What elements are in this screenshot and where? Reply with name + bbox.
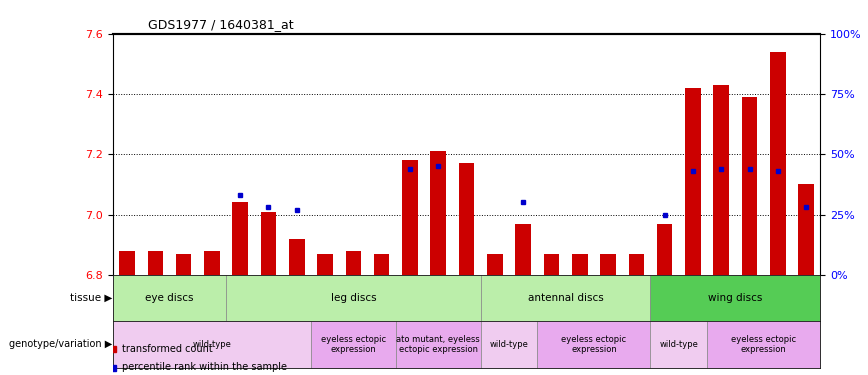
Bar	[345, 251, 361, 275]
Text: tissue ▶: tissue ▶	[70, 293, 112, 303]
Bar	[685, 88, 700, 275]
Bar	[402, 160, 418, 275]
Text: leg discs: leg discs	[331, 293, 376, 303]
Bar	[226, 275, 481, 321]
Bar	[431, 151, 446, 275]
Bar	[650, 275, 820, 321]
Bar	[707, 321, 820, 368]
Bar	[543, 254, 559, 275]
Bar	[148, 251, 163, 275]
Text: transformed count: transformed count	[122, 344, 213, 354]
Bar	[628, 254, 644, 275]
Bar	[113, 321, 311, 368]
Bar	[113, 275, 226, 321]
Bar	[289, 238, 305, 275]
Text: ato mutant, eyeless
ectopic expression: ato mutant, eyeless ectopic expression	[397, 334, 480, 354]
Text: genotype/variation ▶: genotype/variation ▶	[9, 339, 112, 350]
Bar	[396, 321, 481, 368]
Bar	[318, 254, 332, 275]
Text: antennal discs: antennal discs	[528, 293, 603, 303]
Bar	[260, 211, 276, 275]
Bar	[487, 254, 503, 275]
Bar	[481, 321, 537, 368]
Bar	[770, 52, 786, 275]
Bar	[572, 254, 588, 275]
Text: wild-type: wild-type	[193, 340, 231, 349]
Text: eyeless ectopic
expression: eyeless ectopic expression	[562, 334, 627, 354]
Text: wing discs: wing discs	[708, 293, 763, 303]
Bar	[537, 321, 650, 368]
Bar	[481, 275, 650, 321]
Text: GDS1977 / 1640381_at: GDS1977 / 1640381_at	[148, 18, 294, 31]
Text: eye discs: eye discs	[145, 293, 194, 303]
Bar	[650, 321, 707, 368]
Bar	[311, 321, 396, 368]
Text: percentile rank within the sample: percentile rank within the sample	[122, 363, 286, 372]
Bar	[204, 251, 220, 275]
Text: wild-type: wild-type	[660, 340, 698, 349]
Bar	[713, 85, 729, 275]
Text: eyeless ectopic
expression: eyeless ectopic expression	[321, 334, 386, 354]
Text: wild-type: wild-type	[490, 340, 529, 349]
Bar	[601, 254, 615, 275]
Bar	[374, 254, 390, 275]
Bar	[459, 163, 474, 275]
Bar	[233, 202, 248, 275]
Bar	[176, 254, 191, 275]
Bar	[657, 224, 673, 275]
Text: eyeless ectopic
expression: eyeless ectopic expression	[731, 334, 796, 354]
Bar	[516, 224, 531, 275]
Bar	[799, 184, 814, 275]
Bar	[119, 251, 135, 275]
Bar	[742, 97, 757, 275]
